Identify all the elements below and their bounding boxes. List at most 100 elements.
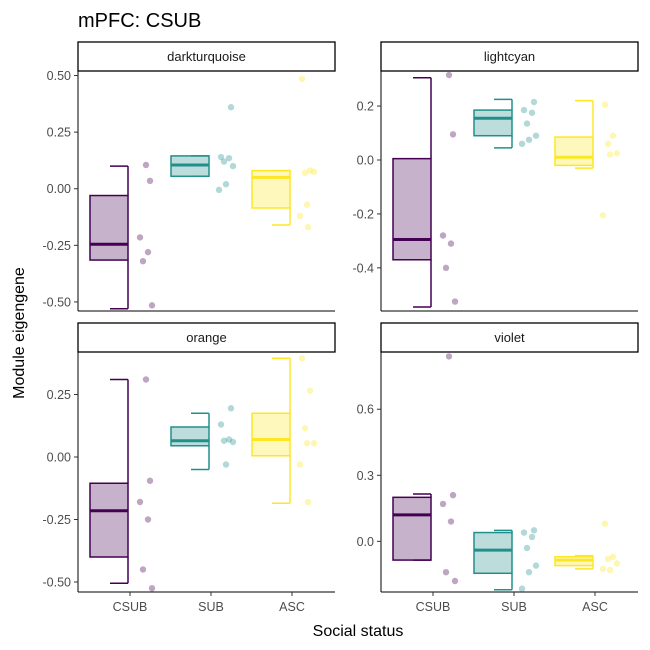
data-point	[298, 355, 306, 362]
box-body	[89, 194, 129, 261]
data-point	[225, 154, 233, 162]
box-sub	[170, 405, 237, 471]
box-body	[473, 531, 513, 575]
data-point	[139, 566, 147, 573]
data-point	[601, 101, 609, 108]
data-point	[604, 140, 612, 148]
box-body	[392, 496, 432, 561]
data-point	[449, 131, 457, 138]
x-axis-title: Social status	[313, 623, 404, 640]
data-point	[222, 181, 230, 188]
x-tick-label: CSUB	[416, 600, 451, 614]
data-point	[532, 132, 540, 139]
data-point	[525, 568, 533, 576]
data-point	[144, 516, 152, 523]
data-point	[447, 240, 455, 247]
y-tick-label: -0.4	[352, 261, 374, 275]
box-body	[473, 109, 513, 137]
data-point	[220, 158, 228, 165]
facet-panel-darkturquoise: darkturquoise 0.50 0.25 0.00 -0.25 -0.50	[43, 41, 336, 312]
data-point	[606, 566, 614, 574]
box-asc	[554, 99, 621, 219]
data-point	[142, 376, 150, 383]
box-body	[170, 426, 210, 447]
data-point	[148, 302, 156, 309]
x-tick-label: CSUB	[113, 600, 148, 614]
strip-darkturquoise	[77, 41, 336, 72]
data-point	[445, 353, 453, 360]
box-body	[554, 136, 594, 167]
data-point	[146, 477, 154, 484]
data-point	[520, 106, 528, 114]
data-point	[136, 498, 144, 506]
box-csub	[89, 161, 156, 310]
y-tick-label: 0.0	[357, 153, 374, 167]
data-point	[301, 169, 309, 177]
box-asc	[554, 520, 621, 574]
data-point	[303, 201, 311, 208]
data-point	[613, 150, 621, 157]
y-tick-label: -0.50	[43, 295, 72, 309]
data-point	[229, 438, 237, 446]
facet-panel-violet: violet 0.6 0.3 0.0 CSUB SUB ASC	[357, 322, 639, 614]
data-point	[601, 520, 609, 527]
data-point	[227, 405, 235, 412]
data-point	[217, 153, 225, 161]
data-point	[518, 585, 526, 592]
data-point	[136, 234, 144, 241]
y-tick-label: 0.00	[47, 182, 71, 196]
data-point	[439, 232, 447, 239]
data-point	[528, 533, 536, 541]
data-point	[530, 527, 538, 534]
strip-label: violet	[494, 330, 525, 345]
x-tick-label: ASC	[582, 600, 608, 614]
strip-label: darkturquoise	[167, 49, 246, 64]
data-point	[144, 248, 152, 256]
data-point	[518, 140, 526, 148]
strip-label: orange	[186, 330, 226, 345]
data-point	[520, 529, 528, 536]
data-point	[303, 440, 311, 447]
data-point	[439, 500, 447, 508]
y-tick-label: 0.25	[47, 126, 71, 140]
data-point	[306, 167, 314, 174]
data-point	[310, 168, 318, 175]
y-tick-label: 0.0	[357, 535, 374, 549]
data-point	[451, 298, 459, 305]
y-tick-label: 0.50	[47, 69, 71, 83]
data-point	[225, 436, 233, 443]
strip-violet	[380, 322, 639, 353]
data-point	[449, 491, 457, 499]
box-body	[89, 482, 129, 558]
data-point	[523, 544, 531, 552]
data-point	[532, 562, 540, 569]
data-point	[227, 104, 235, 111]
data-point	[530, 98, 538, 106]
facet-panel-orange: orange 0.25 0.00 -0.25 -0.50 CSUB SUB ASC	[43, 322, 336, 614]
data-point	[296, 461, 304, 468]
y-tick-label: -0.25	[43, 513, 72, 527]
strip-label: lightcyan	[484, 49, 535, 64]
x-tick-label: SUB	[501, 600, 527, 614]
x-tick-label: ASC	[279, 600, 305, 614]
box-asc	[251, 75, 318, 231]
data-point	[447, 518, 455, 525]
data-point	[599, 565, 607, 573]
x-tick-label: SUB	[198, 600, 224, 614]
data-point	[523, 120, 531, 127]
box-sub	[170, 104, 237, 194]
y-tick-label: -0.2	[352, 207, 374, 221]
box-sub	[473, 98, 540, 149]
data-point	[139, 257, 147, 265]
data-point	[217, 421, 225, 428]
box-csub	[392, 353, 459, 585]
data-point	[442, 264, 450, 272]
chart-title: mPFC: CSUB	[78, 10, 201, 32]
data-point	[442, 568, 450, 576]
data-point	[222, 461, 230, 468]
box-body	[251, 412, 291, 457]
data-point	[142, 161, 150, 169]
data-point	[306, 387, 314, 394]
facet-panels: darkturquoise 0.50 0.25 0.00 -0.25 -0.50 light…	[43, 41, 639, 614]
